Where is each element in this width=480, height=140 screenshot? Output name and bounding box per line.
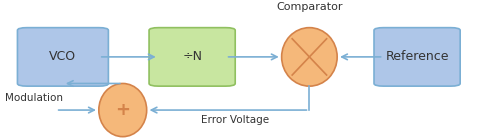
Ellipse shape xyxy=(99,83,147,137)
Text: Reference: Reference xyxy=(385,50,449,63)
Text: ÷N: ÷N xyxy=(182,50,202,63)
Text: VCO: VCO xyxy=(49,50,76,63)
Text: Error Voltage: Error Voltage xyxy=(201,115,269,125)
Ellipse shape xyxy=(282,28,337,86)
Text: Comparator: Comparator xyxy=(276,2,343,12)
Text: Modulation: Modulation xyxy=(5,93,63,103)
FancyBboxPatch shape xyxy=(17,28,108,86)
FancyBboxPatch shape xyxy=(374,28,460,86)
Text: +: + xyxy=(115,101,130,119)
FancyBboxPatch shape xyxy=(149,28,235,86)
